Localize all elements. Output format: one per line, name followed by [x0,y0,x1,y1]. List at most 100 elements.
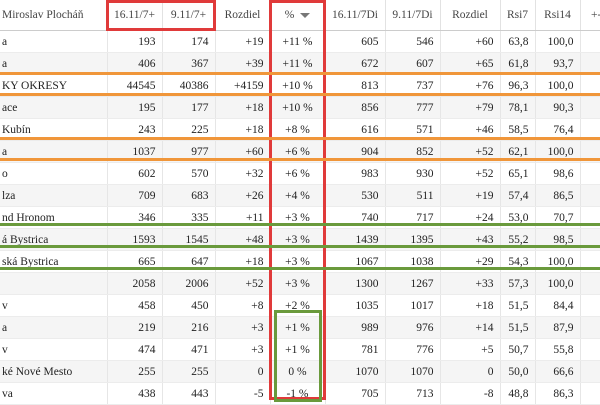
cell: 605 [325,30,386,53]
cell: v [0,294,108,317]
cell: 90,3 [535,96,581,119]
column-header: 16.11/7+ [107,0,163,31]
header-text: 9.11/7Di [392,9,433,21]
cell: ská Bystrica [0,250,108,273]
cell: 177 [162,96,216,119]
cell: 546 [385,30,441,53]
cell: +18 [440,294,501,317]
cell: -3 [580,140,600,163]
cell: - [580,338,600,361]
cell: +79 [440,96,501,119]
cell: +19 [440,184,501,207]
cell: 98,5 [535,228,581,251]
table-row: KY OKRESY 44545 40386 +4159 +10 % 813 737 +76 96… [0,74,600,97]
cell: +3 % [270,272,326,295]
cell: nd Hronom [0,206,108,229]
cell: 1017 [385,294,441,317]
sort-arrow[interactable] [300,12,311,18]
cell: -3 [580,272,600,295]
cell: -3 [580,118,600,141]
cell: 571 [385,118,441,141]
cell: 54,3 [500,250,536,273]
cell: 367 [162,52,216,75]
cell: 471 [162,338,216,361]
cell: +39 [215,52,271,75]
cell: 672 [325,52,386,75]
cell: 63,8 [500,30,536,53]
cell: 1038 [385,250,441,273]
cell: +3 % [270,228,326,251]
cell: a [0,316,108,339]
cell: +76 [440,74,501,97]
cell: +3 % [270,206,326,229]
cell: 776 [385,338,441,361]
cell: 243 [107,118,163,141]
cell: 50,7 [500,338,536,361]
cell: 1067 [325,250,386,273]
cell: +4 % [270,184,326,207]
cell: 740 [325,206,386,229]
header-text: % [284,9,295,21]
cell: -4 [580,250,600,273]
cell: va [0,382,108,405]
cell: 255 [162,360,216,383]
cell: 1037 [107,140,163,163]
cell: 989 [325,316,386,339]
cell: +26 [215,184,271,207]
header-text: Rsi14 [544,9,571,21]
cell: 96,3 [500,74,536,97]
cell: 1439 [325,228,386,251]
cell: 40386 [162,74,216,97]
cell: 58,5 [500,118,536,141]
cell: a [0,140,108,163]
cell: -3 [580,206,600,229]
cell: 225 [162,118,216,141]
cell: 57,4 [500,184,536,207]
cell: +6 % [270,162,326,185]
cell: 86,5 [535,184,581,207]
column-header: 9.11/7+ [162,0,216,31]
cell: á Bystrica [0,228,108,251]
cell: 2058 [107,272,163,295]
cell: 602 [107,162,163,185]
cell: 100,0 [535,250,581,273]
cell: +18 [215,118,271,141]
cell: ké Nové Mesto [0,360,108,383]
cell: -3 [580,162,600,185]
cell: 607 [385,52,441,75]
cell: -3 [580,52,600,75]
column-header[interactable]: % [270,0,326,31]
cell: +8 [215,294,271,317]
column-header: +-R [580,0,600,31]
cell: +11 % [270,30,326,53]
cell: +2 % [270,294,326,317]
column-header: Miroslav Plocháň [0,0,108,31]
cell: v [0,338,108,361]
cell: +1 % [270,316,326,339]
cell: 86,3 [535,382,581,405]
cell: +52 [440,140,501,163]
cell: 976 [385,316,441,339]
cell: 443 [162,382,216,405]
cell: +52 [215,272,271,295]
cell: 713 [385,382,441,405]
cell: 50,0 [500,360,536,383]
cell: 87,9 [535,316,581,339]
cell: -2 [580,184,600,207]
cell: KY OKRESY [0,74,108,97]
cell: +60 [215,140,271,163]
cell: 665 [107,250,163,273]
cell: 100,0 [535,74,581,97]
cell: 904 [325,140,386,163]
cell: 93,7 [535,52,581,75]
cell: +48 [215,228,271,251]
cell: 438 [107,382,163,405]
